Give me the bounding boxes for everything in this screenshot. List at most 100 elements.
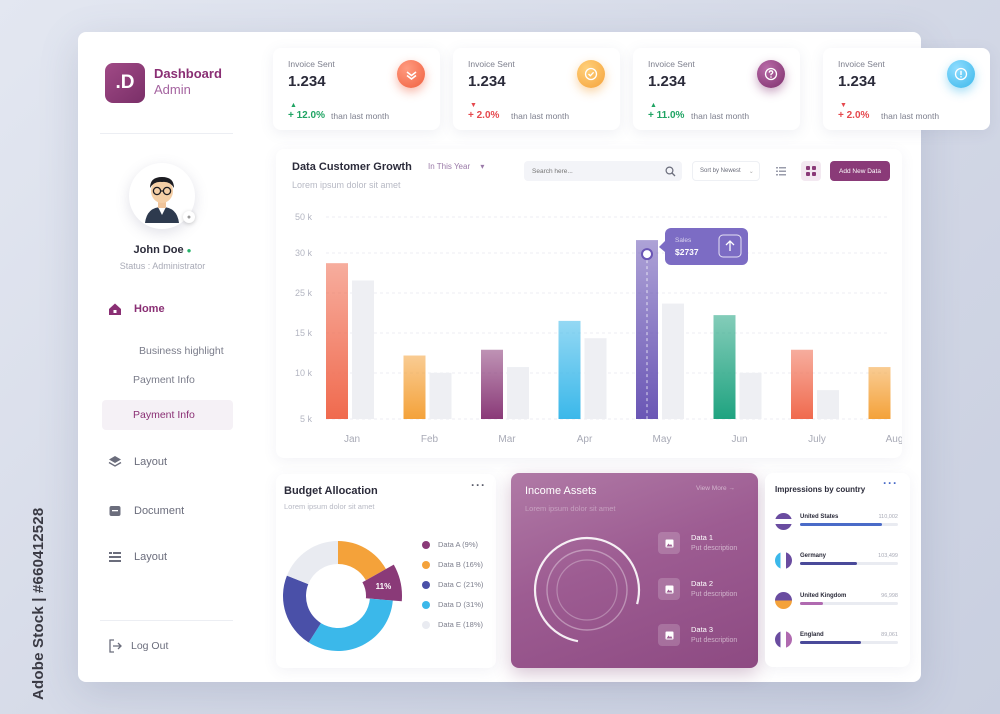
income-item[interactable]: Data 3 Put description <box>658 624 748 648</box>
country-row[interactable]: United States 110,002 <box>775 513 903 537</box>
country-progress-fill <box>800 562 857 565</box>
stat-card[interactable]: Invoice Sent 1.234 ▲ + 11.0% than last m… <box>633 48 800 130</box>
x-tick-label: July <box>808 434 826 445</box>
stat-card[interactable]: Invoice Sent 1.234 ▲ + 12.0% than last m… <box>273 48 440 130</box>
bar-primary[interactable] <box>713 315 736 419</box>
nav-layout-2-label: Layout <box>134 551 168 563</box>
y-tick-label: 5 k <box>300 414 313 424</box>
search-box[interactable] <box>524 161 682 181</box>
more-options-icon[interactable]: ··· <box>471 478 486 492</box>
bar-secondary[interactable] <box>429 372 452 419</box>
legend-label: Data C (21%) <box>438 580 484 589</box>
bar-primary[interactable] <box>326 263 348 419</box>
tooltip-label: Sales <box>675 237 692 244</box>
legend-item: Data C (21%) <box>422 580 483 589</box>
bar-secondary[interactable] <box>584 338 607 419</box>
bar-primary[interactable] <box>558 320 581 419</box>
nav-home[interactable]: Home <box>107 301 165 317</box>
x-tick-label: Mar <box>498 434 516 445</box>
avatar[interactable] <box>129 163 195 229</box>
stat-card[interactable]: Invoice Sent 1.234 ▼ + 2.0% than last mo… <box>453 48 620 130</box>
impressions-by-country-card: Impressions by country ··· United States… <box>765 473 910 667</box>
bar-primary[interactable] <box>403 355 426 419</box>
highlight-marker-dot[interactable] <box>641 248 653 261</box>
profile-badge-icon[interactable]: ● <box>183 211 195 223</box>
bar-secondary[interactable] <box>352 280 374 419</box>
flag-england-icon <box>775 631 792 648</box>
country-progress-fill <box>800 523 883 526</box>
sort-dropdown[interactable]: Sort by Newest ⌄ <box>692 161 760 181</box>
period-dropdown[interactable]: In This Year ▾ <box>428 162 484 171</box>
tooltip-value: $2737 <box>675 247 699 257</box>
country-progress <box>800 523 898 526</box>
bar-primary[interactable] <box>791 349 813 419</box>
bar-primary[interactable] <box>481 349 503 419</box>
bar-primary[interactable] <box>636 240 658 419</box>
income-item[interactable]: Data 2 Put description <box>658 578 748 602</box>
country-row[interactable]: Germany 103,499 <box>775 552 903 576</box>
legend-item: Data E (18%) <box>422 620 483 629</box>
search-input[interactable] <box>532 164 652 178</box>
country-row[interactable]: England 89,061 <box>775 631 903 655</box>
y-tick-label: 25 k <box>295 288 313 298</box>
donut-slice[interactable] <box>362 564 402 602</box>
income-item-desc: Put description <box>691 545 738 552</box>
income-ring-mid <box>546 549 628 631</box>
view-more-link[interactable]: View More → <box>696 485 735 492</box>
legend-label: Data E (18%) <box>438 620 484 629</box>
nav-layout-2[interactable]: Layout <box>107 549 167 565</box>
country-progress-fill <box>800 602 823 605</box>
chart-subtitle: Lorem ipsum dolor sit amet <box>292 180 401 190</box>
donut-slice[interactable] <box>286 541 338 585</box>
highlight-bar-outline <box>633 237 661 424</box>
bar-secondary[interactable] <box>507 367 529 419</box>
bar-secondary[interactable] <box>662 303 684 419</box>
country-row[interactable]: United Kingdom 96,998 <box>775 592 903 616</box>
donut-slice[interactable] <box>338 541 386 581</box>
donut-slice[interactable] <box>308 598 393 651</box>
online-status-icon: ● <box>186 246 192 255</box>
stat-card[interactable]: Invoice Sent 1.234 ▼ + 2.0% than last mo… <box>823 48 990 130</box>
nav-payment-info-active[interactable]: Payment Info <box>102 400 233 430</box>
stock-watermark-text: Adobe Stock | #660412528 <box>30 507 47 700</box>
search-icon[interactable] <box>665 164 676 182</box>
bar-primary[interactable] <box>868 367 891 419</box>
nav-payment-info[interactable]: Payment Info <box>133 374 195 386</box>
logout-icon <box>108 639 123 653</box>
bar-secondary[interactable] <box>739 372 762 419</box>
flag-germany-icon <box>775 552 792 569</box>
legend-item: Data B (16%) <box>422 560 483 569</box>
nav-layout[interactable]: Layout <box>107 454 167 470</box>
stat-change: + 2.0% <box>838 110 870 121</box>
logout-label: Log Out <box>131 640 169 652</box>
donut-slice[interactable] <box>283 575 321 643</box>
chart-tooltip: Sales $2737 <box>659 228 748 265</box>
stock-watermark: Adobe Stock | #660412528 <box>12 478 47 708</box>
customer-growth-card: Data Customer Growth Lorem ipsum dolor s… <box>276 149 902 458</box>
double-check-icon <box>397 60 425 88</box>
stat-change: + 2.0% <box>468 110 500 121</box>
nav-home-label: Home <box>134 303 165 315</box>
list-view-button[interactable] <box>771 161 791 181</box>
bar-secondary[interactable] <box>817 390 839 419</box>
growth-bar-chart: 50 k 30 k 25 k 15 k 10 k 5 k Jan Feb Mar Apr May Ju… <box>295 212 902 445</box>
add-new-data-button[interactable]: Add New Data <box>830 161 890 181</box>
legend-swatch <box>422 560 430 569</box>
stat-label: Invoice Sent <box>288 59 335 69</box>
more-options-icon[interactable]: ··· <box>883 476 898 490</box>
logout-button[interactable]: Log Out <box>108 639 168 653</box>
income-item[interactable]: Data 1 Put description <box>658 532 748 556</box>
legend-item: Data A (9%) <box>422 540 478 549</box>
user-name-text: John Doe <box>133 244 184 256</box>
user-avatar-icon <box>145 177 179 223</box>
country-progress <box>800 562 898 565</box>
sidebar-divider <box>100 133 233 134</box>
brand-logo[interactable]: .D <box>105 63 145 103</box>
nav-document[interactable]: Document <box>107 503 184 519</box>
nav-business-highlight[interactable]: Business highlight <box>139 345 224 357</box>
trend-down-icon: ▼ <box>840 102 847 109</box>
grid-view-button[interactable] <box>801 161 821 181</box>
upload-icon[interactable] <box>718 234 742 258</box>
trend-up-icon: ▲ <box>650 102 657 109</box>
legend-label: Data B (16%) <box>438 560 484 569</box>
